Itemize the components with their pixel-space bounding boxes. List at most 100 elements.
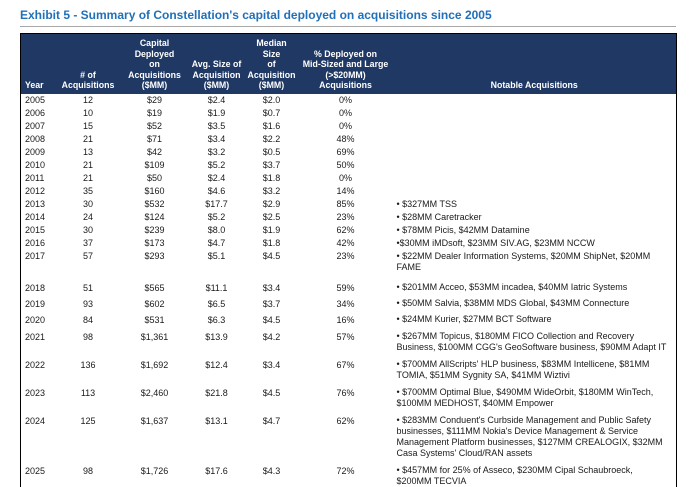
cell-year: 2025	[25, 465, 46, 476]
cell-notable	[393, 133, 677, 146]
cell-avg-size: $17.7	[205, 198, 228, 209]
table-row: 2006 10 $19 $1.9 $0.7 0%	[21, 107, 677, 120]
cell-capital-deployed: $531	[144, 314, 165, 325]
cell-median-size: $2.0	[262, 94, 281, 105]
cell-notable	[393, 159, 677, 172]
table-row: 2008 21 $71 $3.4 $2.2 48%	[21, 133, 677, 146]
table-row: 2010 21 $109 $5.2 $3.7 50%	[21, 159, 677, 172]
cell-num-acquisitions: 93	[82, 298, 93, 309]
cell-pct-deployed: 23%	[336, 211, 355, 222]
cell-year: 2005	[25, 94, 46, 105]
cell-notable: • $78MM Picis, $42MM Datamine	[396, 224, 530, 235]
cell-year: 2009	[25, 146, 46, 157]
cell-pct-deployed: 57%	[336, 331, 355, 342]
cell-capital-deployed: $1,361	[140, 331, 169, 342]
cell-pct-deployed: 16%	[336, 314, 355, 325]
cell-median-size: $3.7	[262, 298, 281, 309]
header-num-acquisitions: # of Acquisitions	[55, 33, 121, 94]
cell-year: 2023	[25, 387, 46, 398]
table-row: 2012 35 $160 $4.6 $3.2 14%	[21, 185, 677, 198]
cell-year: 2021	[25, 331, 46, 342]
cell-median-size: $2.5	[262, 211, 281, 222]
cell-year: 2011	[25, 172, 45, 183]
cell-notable	[393, 107, 677, 120]
cell-pct-deployed: 14%	[336, 185, 355, 196]
cell-median-size: $1.8	[262, 237, 281, 248]
cell-avg-size: $4.6	[207, 185, 226, 196]
cell-notable	[393, 185, 677, 198]
cell-capital-deployed: $42	[146, 146, 163, 157]
cell-pct-deployed: 48%	[336, 133, 355, 144]
table-row: 2009 13 $42 $3.2 $0.5 69%	[21, 146, 677, 159]
cell-notable: • $327MM TSS	[396, 198, 458, 209]
cell-median-size: $1.8	[262, 172, 281, 183]
table-row: 2018 51 $565 $11.1 $3.4 59% • $201MM Acc…	[21, 280, 677, 296]
cell-pct-deployed: 76%	[336, 387, 355, 398]
cell-capital-deployed: $2,460	[140, 387, 169, 398]
cell-capital-deployed: $50	[146, 172, 163, 183]
cell-year: 2018	[25, 282, 46, 293]
cell-pct-deployed: 67%	[336, 359, 355, 370]
title-divider	[20, 26, 676, 27]
cell-capital-deployed: $124	[144, 211, 165, 222]
cell-median-size: $2.9	[262, 198, 281, 209]
cell-year: 2014	[25, 211, 46, 222]
cell-year: 2007	[25, 120, 46, 131]
table-row: 2023 113 $2,460 $21.8 $4.5 76% • $700MM …	[21, 384, 677, 412]
cell-avg-size: $13.1	[205, 415, 228, 426]
cell-capital-deployed: $29	[146, 94, 163, 105]
cell-notable: • $267MM Topicus, $180MM FICO Collection…	[396, 330, 667, 352]
cell-num-acquisitions: 113	[80, 387, 96, 398]
cell-year: 2017	[25, 250, 46, 261]
cell-num-acquisitions: 12	[82, 94, 93, 105]
cell-num-acquisitions: 30	[82, 198, 93, 209]
cell-num-acquisitions: 84	[82, 314, 93, 325]
table-row: 2013 30 $532 $17.7 $2.9 85% • $327MM TSS	[21, 198, 677, 211]
cell-avg-size: $17.6	[205, 465, 228, 476]
cell-notable: • $22MM Dealer Information Systems, $20M…	[396, 250, 651, 272]
cell-avg-size: $2.4	[207, 94, 226, 105]
cell-year: 2006	[25, 107, 46, 118]
header-median-size: Median Size of Acquisition ($MM)	[244, 33, 299, 94]
cell-num-acquisitions: 21	[82, 172, 93, 183]
cell-year: 2013	[25, 198, 46, 209]
table-row: 2007 15 $52 $3.5 $1.6 0%	[21, 120, 677, 133]
cell-capital-deployed: $1,692	[140, 359, 169, 370]
cell-year: 2020	[25, 314, 46, 325]
cell-capital-deployed: $293	[144, 250, 165, 261]
cell-median-size: $0.7	[262, 107, 281, 118]
cell-notable	[393, 94, 677, 107]
table-row: 2011 21 $50 $2.4 $1.8 0%	[21, 172, 677, 185]
cell-avg-size: $6.5	[207, 298, 226, 309]
cell-notable: • $457MM for 25% of Asseco, $230MM Cipal…	[396, 464, 633, 486]
cell-avg-size: $5.1	[207, 250, 226, 261]
cell-notable: • $700MM AllScripts' HLP business, $83MM…	[396, 358, 650, 380]
cell-notable	[393, 146, 677, 159]
cell-notable: • $24MM Kurier, $27MM BCT Software	[396, 313, 552, 324]
cell-median-size: $4.5	[262, 314, 281, 325]
cell-pct-deployed: 72%	[336, 465, 355, 476]
cell-capital-deployed: $173	[144, 237, 165, 248]
cell-num-acquisitions: 13	[82, 146, 93, 157]
cell-median-size: $4.7	[262, 415, 281, 426]
cell-num-acquisitions: 15	[82, 120, 93, 131]
cell-num-acquisitions: 98	[82, 331, 93, 342]
cell-median-size: $3.2	[262, 185, 281, 196]
table-row: 2021 98 $1,361 $13.9 $4.2 57% • $267MM T…	[21, 328, 677, 356]
cell-capital-deployed: $1,726	[140, 465, 169, 476]
cell-pct-deployed: 23%	[336, 250, 355, 261]
cell-avg-size: $3.4	[207, 133, 226, 144]
cell-notable: • $50MM Salvia, $38MM MDS Global, $43MM …	[396, 297, 630, 308]
cell-pct-deployed: 0%	[338, 107, 352, 118]
cell-notable: • $283MM Conduent's Curbside Management …	[396, 414, 663, 458]
cell-median-size: $4.5	[262, 387, 281, 398]
table-row: 2025 98 $1,726 $17.6 $4.3 72% • $457MM f…	[21, 462, 677, 487]
cell-notable: • $28MM Caretracker	[396, 211, 482, 222]
cell-num-acquisitions: 30	[82, 224, 93, 235]
cell-avg-size: $5.2	[207, 159, 226, 170]
cell-avg-size: $13.9	[205, 331, 228, 342]
cell-num-acquisitions: 136	[80, 359, 96, 370]
cell-num-acquisitions: 35	[82, 185, 93, 196]
cell-capital-deployed: $1,637	[140, 415, 169, 426]
